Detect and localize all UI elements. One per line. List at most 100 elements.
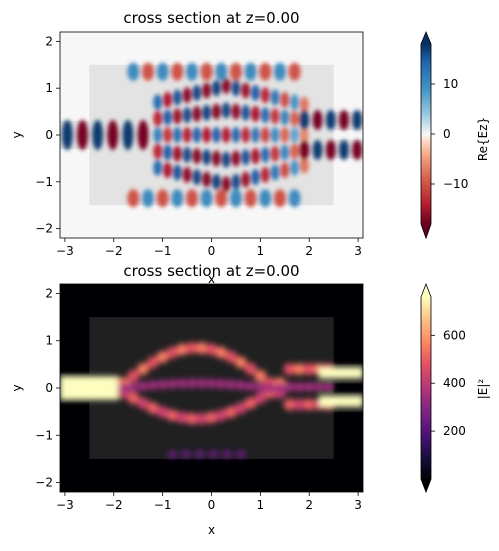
- field-lobe: [211, 127, 221, 143]
- intensity-lobe: [244, 397, 257, 410]
- field-lobes: [61, 62, 363, 208]
- colorbar-gradient: [421, 44, 431, 224]
- field-lobe: [250, 105, 260, 122]
- field-lobe: [211, 80, 221, 97]
- colorbar-tick-label: 200: [443, 424, 466, 438]
- field-lobe: [280, 162, 290, 179]
- intensity-lobe: [166, 409, 179, 422]
- field-lobe: [241, 82, 251, 99]
- field-lobe: [163, 109, 173, 126]
- field-lobe: [202, 149, 212, 166]
- intensity-lobe: [319, 395, 363, 407]
- field-lobe: [241, 149, 251, 166]
- x-tick-label: −2: [105, 244, 123, 258]
- field-lobe: [250, 148, 260, 165]
- colorbar-intensity: |E|² 200 400 600: [420, 282, 490, 494]
- field-lobe: [171, 62, 184, 81]
- intensity-lobe: [146, 402, 159, 415]
- intensity-lobe: [304, 381, 315, 392]
- field-lobe: [172, 108, 182, 125]
- colorbar-extend-top: [421, 284, 431, 297]
- intensity-lobe: [234, 356, 247, 369]
- field-lobe: [221, 102, 231, 119]
- x-tick-label: 1: [257, 498, 265, 512]
- y-tick-label: 0: [45, 381, 53, 395]
- y-tick-label: −1: [35, 428, 53, 442]
- x-tick-label: 2: [305, 498, 313, 512]
- field-lobe: [92, 120, 104, 150]
- x-tick-label: −2: [105, 498, 123, 512]
- field-lobe: [259, 189, 272, 208]
- colorbar-tick-label: 10: [443, 77, 458, 91]
- x-tick-label: 0: [208, 244, 216, 258]
- field-lobe: [241, 127, 251, 143]
- field-lobe: [299, 127, 309, 143]
- intensity-lobe: [283, 398, 296, 411]
- intensity-lobe: [284, 381, 295, 392]
- y-ticks: −2 −1 0 1 2: [35, 286, 60, 490]
- field-lobe: [211, 103, 221, 120]
- field-lobe: [221, 151, 231, 168]
- intensity-lobe: [205, 343, 218, 356]
- field-lobe: [288, 189, 301, 208]
- field-lobe: [211, 173, 221, 190]
- x-tick-label: −3: [56, 244, 74, 258]
- field-lobe: [270, 164, 280, 181]
- y-tick-label: −2: [35, 476, 53, 490]
- colorbar-extend-bottom: [421, 479, 431, 492]
- field-lobe: [260, 127, 270, 143]
- field-lobe: [192, 169, 202, 186]
- field-lobe: [273, 62, 286, 81]
- field-lobe: [202, 171, 212, 188]
- field-lobe: [338, 110, 349, 131]
- field-lobe: [288, 62, 301, 81]
- x-tick-label: −1: [154, 244, 172, 258]
- x-axis-label: x: [208, 523, 215, 537]
- field-lobe: [280, 91, 290, 108]
- x-tick-label: −3: [56, 498, 74, 512]
- intensity-lobe: [181, 450, 192, 459]
- intensity-lobe: [245, 381, 256, 392]
- field-lobe: [192, 105, 202, 122]
- intensity-lobe: [225, 350, 238, 363]
- field-lobe: [185, 189, 198, 208]
- field-lobe: [172, 127, 182, 143]
- intensity-lobe: [222, 450, 233, 459]
- intensity-lobe: [208, 450, 219, 459]
- colorbar-tick-label: 400: [443, 376, 466, 390]
- colorbar-outline: [420, 282, 432, 494]
- field-lobe: [215, 189, 228, 208]
- colorbar-tick-label: 600: [443, 328, 466, 342]
- intensity-lobe: [215, 409, 228, 422]
- intensity-lobe: [303, 363, 316, 376]
- field-lobe: [229, 62, 242, 81]
- intensity-lobe: [127, 392, 140, 405]
- intensity-lobe: [234, 402, 247, 415]
- field-lobe: [244, 189, 257, 208]
- intensity-lobe: [185, 342, 198, 355]
- intensity-lobe: [235, 380, 246, 391]
- field-lobe: [250, 127, 260, 143]
- field-lobe: [192, 127, 202, 143]
- intensity-lobe: [128, 382, 139, 393]
- field-lobe: [352, 110, 363, 131]
- field-lobe: [182, 146, 192, 163]
- y-axis-label: y: [10, 384, 24, 391]
- intensity-lobe: [137, 362, 150, 375]
- field-lobe: [290, 127, 300, 143]
- field-lobe: [182, 166, 192, 183]
- colorbar-tick-label: 0: [443, 127, 451, 141]
- field-lobe: [299, 96, 309, 113]
- field-lobe: [182, 107, 192, 124]
- field-lobe: [122, 120, 134, 150]
- intensity-lobe: [225, 406, 238, 419]
- x-tick-label: −1: [154, 498, 172, 512]
- intensity-lobes: [60, 342, 363, 459]
- field-lobe: [202, 104, 212, 121]
- field-lobe: [270, 108, 280, 125]
- intensity-lobe: [156, 406, 169, 419]
- field-lobe: [250, 84, 260, 101]
- panel-title: cross section at z=0.00: [123, 262, 299, 280]
- intensity-lobe: [265, 383, 276, 393]
- field-lobe: [290, 159, 300, 176]
